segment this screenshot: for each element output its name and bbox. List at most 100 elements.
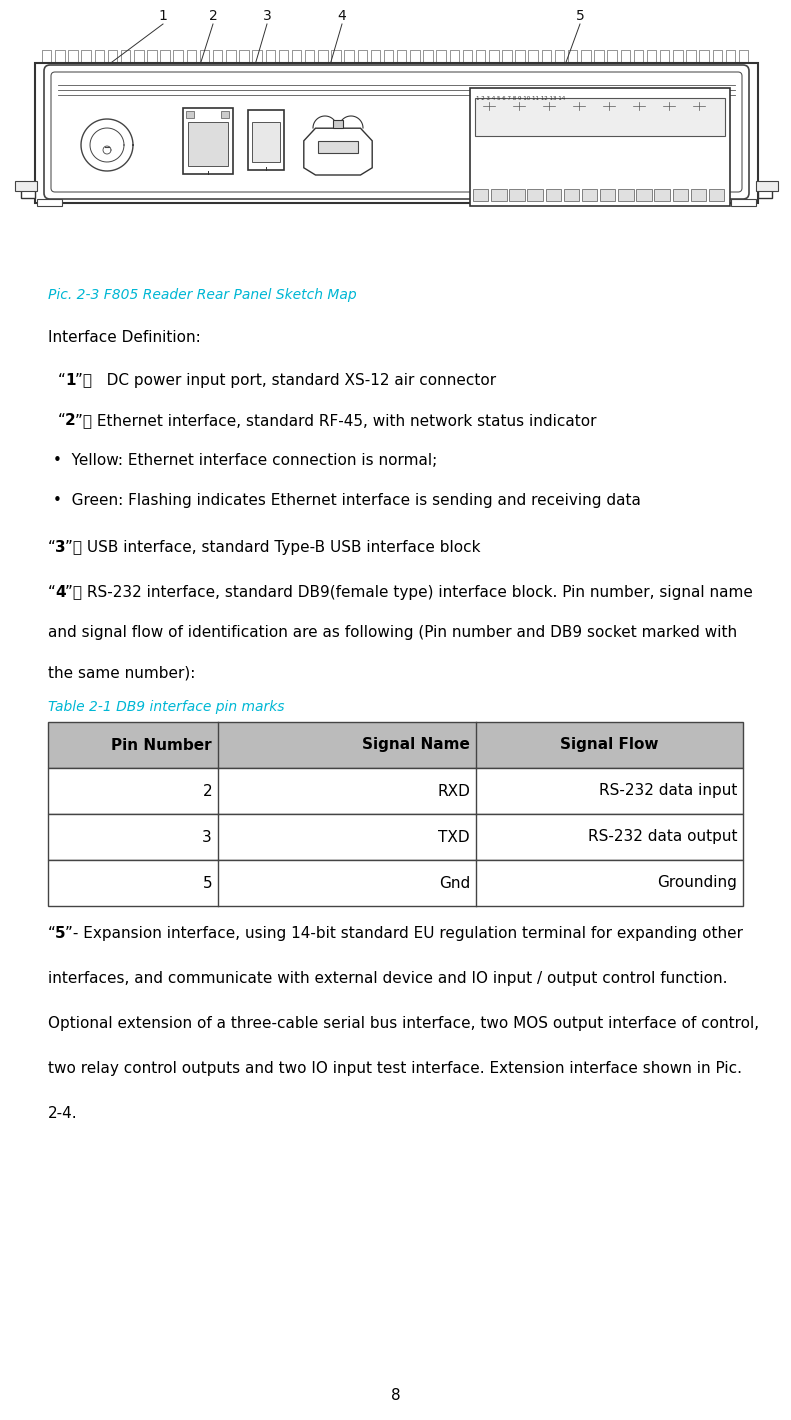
Bar <box>134 50 143 65</box>
Bar <box>691 189 706 202</box>
Text: “: “ <box>48 926 56 941</box>
Bar <box>252 50 262 65</box>
Bar <box>463 50 472 65</box>
Bar <box>688 98 710 114</box>
Text: the same number):: the same number): <box>48 665 195 680</box>
Text: RS-232 data output: RS-232 data output <box>588 829 737 845</box>
Text: “: “ <box>48 585 56 601</box>
Bar <box>121 50 131 65</box>
Bar <box>478 98 500 114</box>
Bar <box>397 50 407 65</box>
Text: Signal Flow: Signal Flow <box>560 737 659 753</box>
Bar <box>213 50 222 65</box>
Text: ”（ Ethernet interface, standard RF-45, with network status indicator: ”（ Ethernet interface, standard RF-45, w… <box>75 413 596 427</box>
Bar <box>371 50 380 65</box>
Text: Pin Number: Pin Number <box>112 737 212 753</box>
Bar <box>344 50 354 65</box>
Bar <box>411 50 419 65</box>
Bar <box>305 50 315 65</box>
Text: interfaces, and communicate with external device and IO input / output control f: interfaces, and communicate with externa… <box>48 971 728 985</box>
Text: Pic. 2-3 F805 Reader Rear Panel Sketch Map: Pic. 2-3 F805 Reader Rear Panel Sketch M… <box>48 288 357 302</box>
Text: •  Yellow: Ethernet interface connection is normal;: • Yellow: Ethernet interface connection … <box>53 453 437 469</box>
Bar <box>647 50 657 65</box>
Bar <box>713 50 722 65</box>
Text: Gnd: Gnd <box>439 876 470 890</box>
Bar <box>538 98 560 114</box>
Bar <box>95 50 104 65</box>
Text: TXD: TXD <box>438 829 470 845</box>
Bar <box>200 50 210 65</box>
Bar <box>725 50 735 65</box>
Text: ”- Expansion interface, using 14-bit standard EU regulation terminal for expandi: ”- Expansion interface, using 14-bit sta… <box>65 926 743 941</box>
Text: 1: 1 <box>158 9 168 23</box>
Bar <box>37 199 62 206</box>
Polygon shape <box>304 128 373 175</box>
Bar <box>248 109 284 170</box>
Bar <box>634 50 643 65</box>
Text: Table 2-1 DB9 interface pin marks: Table 2-1 DB9 interface pin marks <box>48 700 285 714</box>
Text: RXD: RXD <box>437 784 470 798</box>
Bar <box>489 50 498 65</box>
Bar <box>758 186 772 197</box>
Bar <box>658 98 680 114</box>
Bar <box>423 50 433 65</box>
Bar <box>81 50 91 65</box>
Bar <box>687 50 696 65</box>
Text: ”（ RS-232 interface, standard DB9(female type) interface block. Pin number, sign: ”（ RS-232 interface, standard DB9(female… <box>65 585 753 601</box>
Bar <box>672 189 688 202</box>
Text: 4: 4 <box>55 585 66 601</box>
Bar <box>331 50 341 65</box>
Text: 5: 5 <box>576 9 585 23</box>
Bar <box>756 180 778 192</box>
Bar <box>108 50 117 65</box>
Text: “: “ <box>58 373 66 388</box>
Text: Signal Name: Signal Name <box>362 737 470 753</box>
Bar <box>318 50 327 65</box>
Bar <box>607 50 617 65</box>
Bar <box>699 50 709 65</box>
Bar <box>48 721 743 768</box>
Bar <box>55 50 65 65</box>
Bar <box>568 50 577 65</box>
Bar <box>188 122 228 166</box>
Bar <box>221 111 229 118</box>
Bar <box>252 122 280 162</box>
Bar <box>473 189 488 202</box>
Text: 5: 5 <box>202 876 212 890</box>
Bar <box>187 50 196 65</box>
Bar <box>226 50 236 65</box>
Bar <box>42 50 51 65</box>
Bar <box>15 180 37 192</box>
Text: 2: 2 <box>65 413 76 427</box>
Bar <box>528 189 543 202</box>
Bar <box>35 62 758 203</box>
Bar <box>183 108 233 175</box>
Text: 8: 8 <box>391 1387 400 1403</box>
Text: 2: 2 <box>209 9 218 23</box>
Bar <box>278 50 288 65</box>
Bar <box>239 50 248 65</box>
Text: 1: 1 <box>65 373 75 388</box>
Bar <box>568 98 590 114</box>
Bar <box>673 50 683 65</box>
Bar <box>48 814 743 861</box>
Bar <box>333 121 343 128</box>
Bar <box>476 50 486 65</box>
Bar <box>509 189 524 202</box>
Bar <box>542 50 551 65</box>
Bar <box>508 98 530 114</box>
FancyBboxPatch shape <box>51 72 742 192</box>
Bar <box>709 189 725 202</box>
Bar <box>660 50 669 65</box>
Bar <box>594 50 604 65</box>
Bar <box>528 50 538 65</box>
Text: •  Green: Flashing indicates Ethernet interface is sending and receiving data: • Green: Flashing indicates Ethernet int… <box>53 493 641 508</box>
Bar <box>147 50 157 65</box>
Text: 5: 5 <box>55 926 66 941</box>
Bar <box>470 88 730 206</box>
Bar <box>628 98 650 114</box>
Bar <box>564 189 579 202</box>
Bar <box>475 98 725 136</box>
Bar <box>68 50 78 65</box>
Text: 3: 3 <box>55 540 66 555</box>
